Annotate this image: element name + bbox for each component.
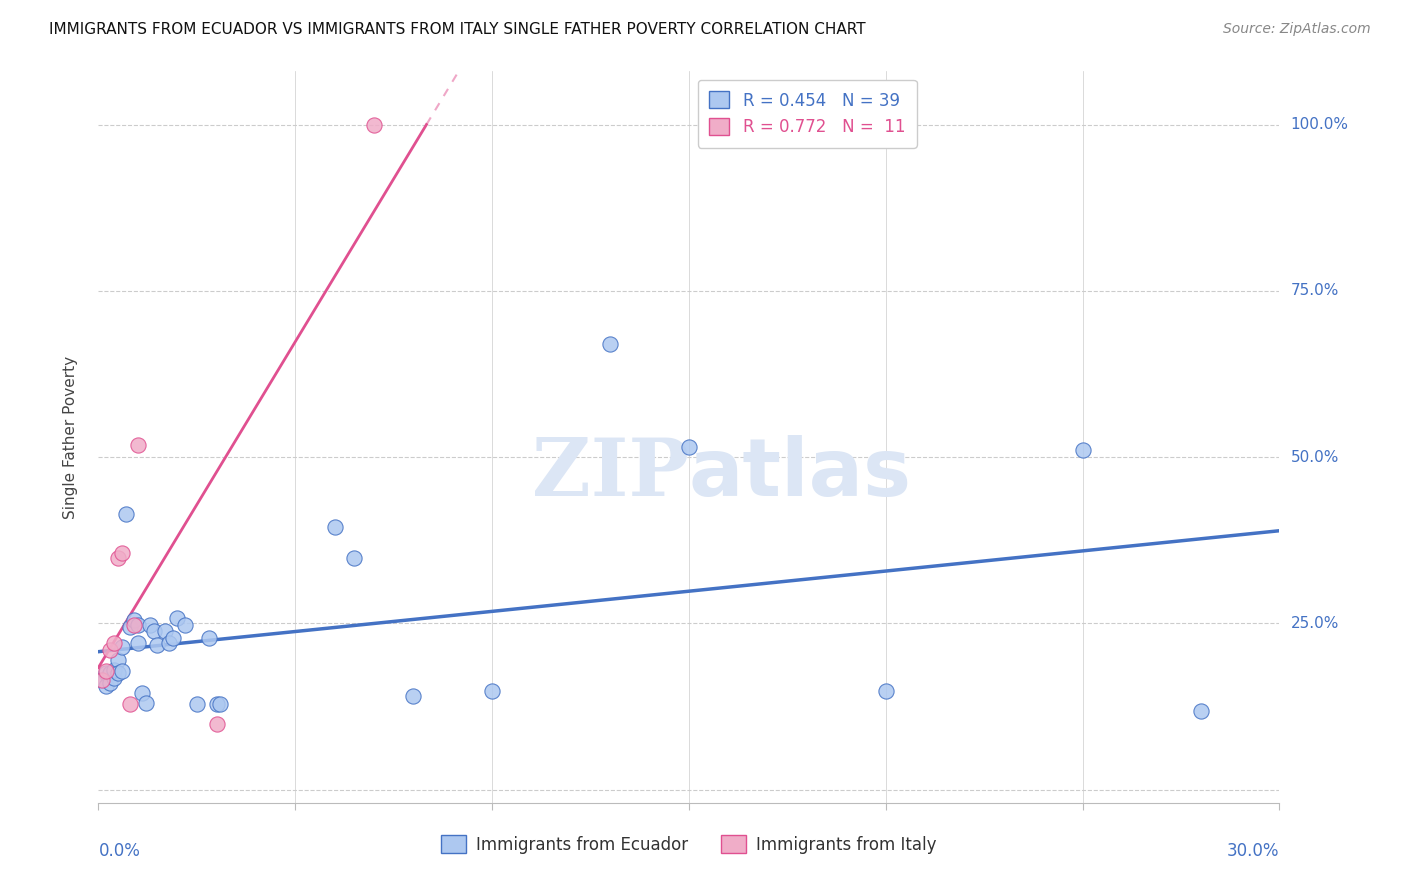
Point <box>96 664 118 678</box>
Point <box>162 631 184 645</box>
Point <box>481 684 503 698</box>
Point <box>323 520 346 534</box>
Point <box>142 624 165 639</box>
Point <box>146 638 169 652</box>
Point <box>138 617 160 632</box>
Point <box>599 337 621 351</box>
Point <box>135 696 157 710</box>
Legend: Immigrants from Ecuador, Immigrants from Italy: Immigrants from Ecuador, Immigrants from… <box>434 829 943 860</box>
Point <box>127 617 149 632</box>
Point <box>111 546 134 560</box>
Text: IMMIGRANTS FROM ECUADOR VS IMMIGRANTS FROM ITALY SINGLE FATHER POVERTY CORRELATI: IMMIGRANTS FROM ECUADOR VS IMMIGRANTS FR… <box>49 22 866 37</box>
Point <box>96 680 118 694</box>
Point <box>343 551 366 566</box>
Point <box>98 666 121 681</box>
Text: 30.0%: 30.0% <box>1227 842 1279 860</box>
Point <box>91 673 114 687</box>
Text: 50.0%: 50.0% <box>1291 450 1339 465</box>
Point <box>111 640 134 654</box>
Text: atlas: atlas <box>689 434 912 513</box>
Point <box>118 619 141 633</box>
Point <box>107 653 129 667</box>
Text: 75.0%: 75.0% <box>1291 284 1339 298</box>
Point <box>131 686 153 700</box>
Point <box>91 673 114 687</box>
Point <box>197 631 219 645</box>
Text: ZIP: ZIP <box>531 434 689 513</box>
Point <box>127 438 149 452</box>
Point <box>107 551 129 566</box>
Point <box>402 690 425 704</box>
Point <box>118 698 141 712</box>
Point <box>186 698 208 712</box>
Point <box>122 617 145 632</box>
Text: 100.0%: 100.0% <box>1291 117 1348 132</box>
Point <box>122 613 145 627</box>
Point <box>166 611 188 625</box>
Point <box>875 684 897 698</box>
Point <box>96 666 118 681</box>
Point <box>205 717 228 731</box>
Point <box>103 663 125 677</box>
Text: 0.0%: 0.0% <box>98 842 141 860</box>
Point <box>103 636 125 650</box>
Point <box>115 507 138 521</box>
Point <box>111 664 134 678</box>
Point <box>98 676 121 690</box>
Text: 25.0%: 25.0% <box>1291 615 1339 631</box>
Point <box>678 440 700 454</box>
Point <box>205 698 228 712</box>
Point <box>1189 704 1212 718</box>
Point <box>157 636 180 650</box>
Y-axis label: Single Father Poverty: Single Father Poverty <box>63 356 77 518</box>
Point <box>174 617 197 632</box>
Point <box>103 671 125 685</box>
Point <box>107 666 129 681</box>
Point <box>127 636 149 650</box>
Text: Source: ZipAtlas.com: Source: ZipAtlas.com <box>1223 22 1371 37</box>
Point <box>155 624 177 639</box>
Point <box>363 118 385 132</box>
Point <box>209 698 232 712</box>
Point <box>1071 443 1094 458</box>
Point <box>98 643 121 657</box>
